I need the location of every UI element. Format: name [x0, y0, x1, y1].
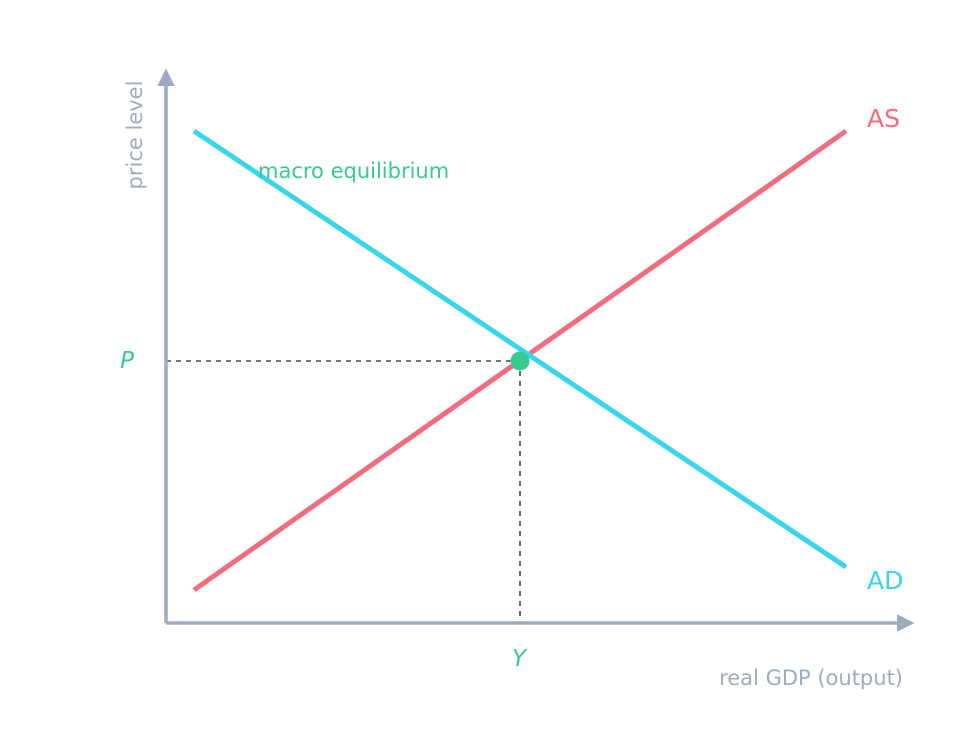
as-curve-label: AS	[867, 104, 900, 133]
price-level-label: P	[120, 348, 134, 374]
x-axis-title: real GDP (output)	[719, 666, 903, 690]
ad-curve-label: AD	[867, 566, 903, 595]
ad-curve	[192, 128, 848, 570]
y-axis-title: price level	[123, 81, 147, 190]
equilibrium-label: macro equilibrium	[258, 159, 449, 183]
output-level-label: Y	[512, 646, 528, 672]
equilibrium-point	[510, 351, 530, 371]
